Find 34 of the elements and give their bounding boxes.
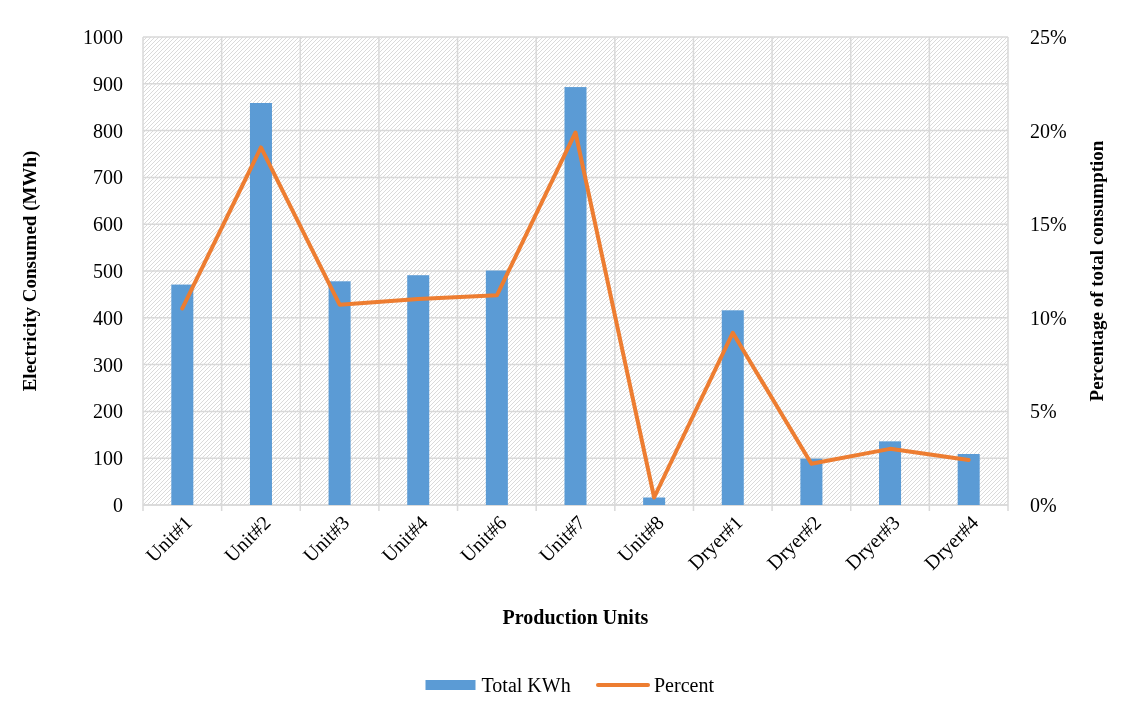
bar xyxy=(485,270,508,505)
y-tick-label: 200 xyxy=(93,400,123,423)
y-tick-label: 1000 xyxy=(83,26,123,48)
y-tick-label: 700 xyxy=(93,166,123,189)
y2-tick-label: 25% xyxy=(1030,26,1067,48)
y-tick-label: 300 xyxy=(93,353,123,376)
y2-tick-label: 10% xyxy=(1030,306,1067,329)
y2-tick-label: 15% xyxy=(1030,213,1067,236)
bar xyxy=(407,275,430,505)
bar xyxy=(564,87,587,505)
y-tick-label: 800 xyxy=(93,119,123,142)
y2-tick-label: 0% xyxy=(1030,494,1057,516)
y-tick-label: 0 xyxy=(113,494,123,516)
bar xyxy=(721,310,744,505)
y2-tick-label: 20% xyxy=(1030,119,1067,142)
bar xyxy=(328,281,351,505)
y-axis-title: Electricity Consumed (MWh) xyxy=(19,150,41,392)
x-axis-title: Production Units xyxy=(502,606,649,628)
bar xyxy=(249,102,272,505)
y-tick-label: 100 xyxy=(93,447,123,470)
line-series xyxy=(180,130,971,500)
y2-tick-label: 5% xyxy=(1030,400,1057,423)
y-tick-label: 500 xyxy=(93,260,123,282)
bar xyxy=(800,458,823,505)
y-tick-label: 900 xyxy=(93,72,123,95)
bar xyxy=(643,497,666,505)
bar xyxy=(171,284,194,505)
y2-axis-title: Percentage of total consumption xyxy=(1086,140,1107,402)
y-tick-label: 400 xyxy=(93,306,123,329)
legend-label: Total KWh xyxy=(481,674,571,696)
y-tick-label: 600 xyxy=(93,213,123,236)
bar xyxy=(879,441,902,505)
legend-label: Percent xyxy=(654,674,715,696)
bar xyxy=(957,453,980,505)
